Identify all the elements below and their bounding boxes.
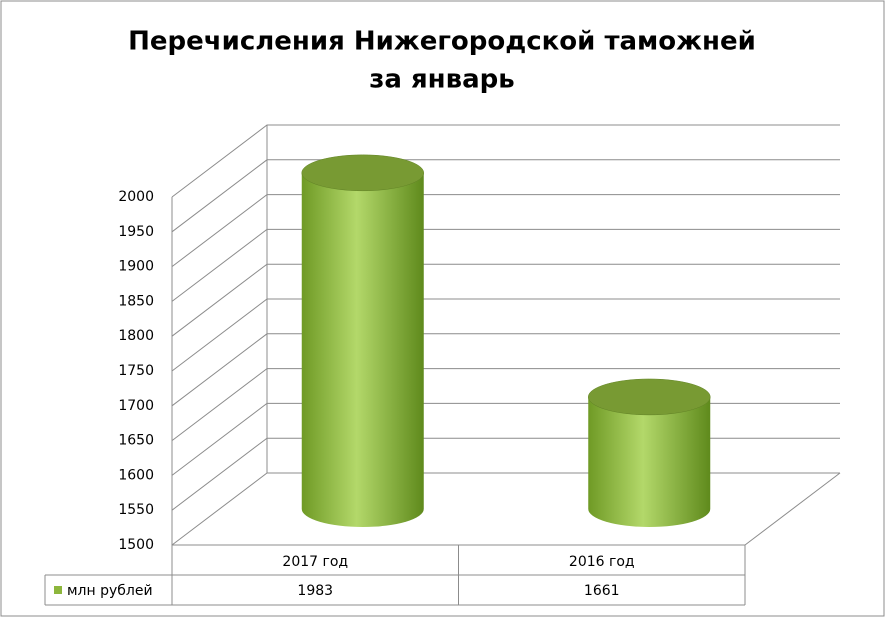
bar-top-shade [588, 378, 711, 415]
floor-edge [744, 472, 841, 546]
y-tick-label: 1850 [118, 293, 154, 309]
y-tick-label: 1550 [118, 502, 154, 518]
grid-line [171, 298, 840, 372]
bar-body [588, 396, 711, 527]
grid-line [171, 333, 840, 407]
grid-line [171, 368, 840, 441]
legend-label: млн рублей [67, 583, 153, 599]
y-tick-label: 1950 [118, 224, 154, 240]
y-tick-label: 1900 [118, 259, 154, 275]
y-tick-label: 1500 [118, 537, 154, 553]
y-tick-label: 1700 [118, 398, 154, 414]
bar-top-shade [301, 154, 424, 191]
x-tick-label: 2017 год [282, 554, 348, 570]
table-value: 1983 [297, 583, 333, 599]
y-tick-label: 1600 [118, 467, 154, 483]
bar-body [301, 172, 424, 527]
grid-line [171, 263, 840, 337]
y-tick-label: 1800 [118, 328, 154, 344]
chart-title: за январь [369, 65, 514, 95]
bar [588, 378, 711, 527]
legend-swatch [54, 586, 62, 594]
y-tick-label: 1650 [118, 433, 154, 449]
bar-top [301, 154, 424, 192]
table-value: 1661 [584, 583, 620, 599]
grid-line [171, 159, 840, 233]
grid-line [171, 228, 840, 302]
x-tick-label: 2016 год [569, 554, 635, 570]
grid-line [171, 194, 840, 267]
bar-top [588, 378, 711, 416]
y-tick-label: 1750 [118, 363, 154, 379]
y-tick-label: 2000 [118, 189, 154, 205]
chart-title: Перечисления Нижегородской таможней [128, 27, 756, 57]
bar [301, 154, 424, 527]
grid-line [171, 124, 840, 198]
